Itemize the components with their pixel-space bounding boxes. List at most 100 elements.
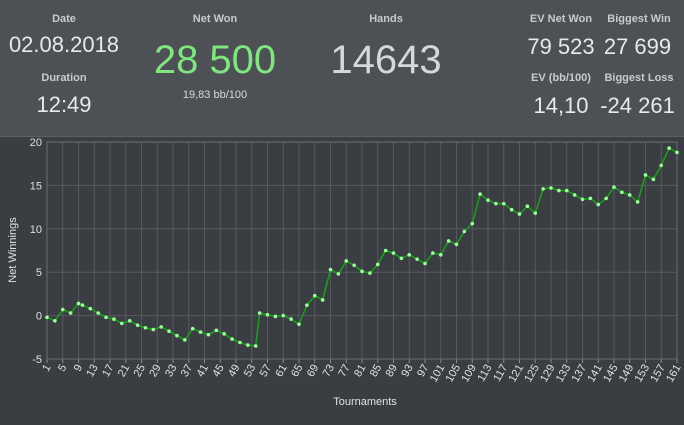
- y-tick-label: 20: [30, 137, 42, 149]
- data-point: [96, 311, 100, 315]
- biggest-win-label: Biggest Win: [607, 13, 671, 25]
- data-point: [612, 185, 616, 189]
- data-point: [659, 163, 664, 168]
- x-tick-label: 105: [444, 363, 464, 385]
- series-line: [46, 146, 678, 347]
- data-point: [360, 269, 364, 274]
- x-tick-label: 49: [226, 363, 243, 380]
- data-point: [222, 332, 226, 336]
- y-tick-label: 0: [36, 311, 42, 323]
- data-point: [45, 315, 49, 320]
- data-point: [112, 317, 116, 321]
- data-point: [549, 186, 553, 190]
- y-axis-ticks: -5 0 5 10 15 20: [30, 137, 42, 366]
- data-point: [297, 322, 301, 327]
- data-point: [651, 177, 656, 182]
- data-point: [423, 261, 427, 266]
- data-point: [431, 251, 435, 255]
- y-tick-label: 5: [36, 267, 42, 279]
- data-point: [305, 303, 309, 307]
- x-tick-label: 37: [179, 363, 196, 380]
- x-tick-label: 41: [195, 363, 212, 380]
- data-point: [415, 257, 419, 261]
- x-tick-label: 17: [100, 363, 117, 380]
- data-point: [60, 307, 65, 312]
- data-point: [76, 301, 81, 306]
- x-tick-label: 81: [352, 363, 369, 380]
- data-point: [509, 207, 514, 212]
- data-point: [88, 306, 93, 311]
- duration-label: Duration: [41, 72, 87, 84]
- data-point: [564, 188, 569, 193]
- ev-net-won-label: EV Net Won: [529, 13, 593, 25]
- x-tick-label: 65: [289, 363, 306, 380]
- x-tick-label: 145: [601, 363, 621, 385]
- x-tick-label: 33: [163, 363, 180, 380]
- hands-value: 14643: [330, 38, 442, 82]
- data-point: [470, 221, 475, 226]
- data-point: [289, 317, 293, 321]
- data-point: [399, 256, 404, 261]
- data-point: [198, 330, 203, 334]
- x-tick-label: 133: [554, 363, 574, 385]
- data-point: [159, 325, 163, 329]
- data-point: [344, 259, 349, 263]
- data-point: [675, 150, 679, 155]
- data-point: [257, 311, 262, 315]
- x-tick-label: 141: [585, 363, 605, 385]
- data-point: [336, 272, 341, 276]
- data-point: [368, 271, 372, 275]
- date-label: Date: [52, 13, 76, 25]
- data-point: [120, 321, 124, 326]
- x-tick-label: 77: [336, 363, 353, 380]
- stats-header: Date 02.08.2018 Duration 12:49 Net Won 2…: [0, 0, 684, 137]
- bb-per-100-value: 19,83 bb/100: [182, 89, 248, 101]
- data-point: [312, 293, 317, 298]
- x-tick-label: 21: [116, 363, 133, 380]
- data-point: [604, 196, 608, 201]
- data-point: [253, 344, 258, 348]
- biggest-loss-label: Biggest Loss: [604, 72, 674, 84]
- data-point: [383, 248, 388, 253]
- data-point: [127, 319, 132, 323]
- plot-frame: [46, 141, 678, 360]
- data-point: [667, 146, 671, 150]
- data-point: [572, 193, 577, 197]
- net-won-value: 28 500: [153, 38, 277, 82]
- x-tick-label: 157: [648, 363, 668, 385]
- data-point: [68, 311, 73, 315]
- data-point: [525, 204, 530, 209]
- x-tick-label: 125: [522, 363, 542, 385]
- data-point: [462, 229, 467, 234]
- x-tick-label: 129: [538, 363, 558, 385]
- x-axis-label: Tournaments: [333, 396, 397, 408]
- data-point: [557, 188, 561, 193]
- data-point: [391, 251, 396, 255]
- ev-net-won-value: 79 523: [527, 34, 595, 59]
- data-point: [183, 338, 187, 342]
- x-tick-label: 85: [368, 363, 385, 380]
- net-won-label: Net Won: [192, 13, 238, 25]
- x-tick-label: 101: [428, 363, 448, 385]
- y-tick-label: 10: [30, 224, 42, 236]
- data-point: [627, 193, 632, 197]
- x-tick-label: 89: [384, 363, 401, 380]
- data-point: [486, 198, 490, 202]
- data-point: [533, 211, 538, 215]
- data-point: [635, 200, 640, 204]
- data-point: [620, 190, 624, 195]
- data-point: [281, 313, 286, 318]
- data-point: [143, 325, 148, 330]
- x-tick-label: 73: [321, 363, 338, 380]
- biggest-loss-value: -24 261: [600, 93, 675, 118]
- data-point: [501, 201, 506, 206]
- data-point: [328, 267, 333, 272]
- data-point: [454, 242, 459, 247]
- x-tick-label: 149: [617, 363, 637, 385]
- data-point: [190, 326, 195, 331]
- x-tick-label: 5: [56, 363, 69, 374]
- data-point: [151, 327, 156, 332]
- data-point: [541, 187, 545, 191]
- x-tick-label: 1: [40, 363, 53, 374]
- x-tick-label: 97: [415, 363, 432, 380]
